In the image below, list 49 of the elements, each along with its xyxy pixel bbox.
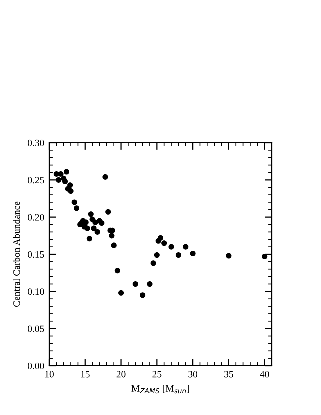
point	[64, 169, 70, 175]
point	[106, 209, 112, 215]
point	[72, 200, 78, 206]
point	[132, 281, 138, 288]
point	[62, 178, 68, 184]
point	[109, 233, 115, 239]
y-tick-label: 0.10	[28, 288, 44, 296]
point	[183, 244, 189, 250]
point	[162, 240, 168, 246]
point	[190, 250, 196, 257]
point	[84, 226, 90, 232]
point	[154, 252, 160, 258]
point	[147, 281, 153, 288]
point	[74, 206, 80, 212]
x-tick-label: 30	[188, 371, 198, 378]
x-tick-label: 35	[224, 371, 234, 378]
y-tick-label: 0.00	[28, 362, 44, 370]
point	[111, 242, 117, 248]
point	[102, 174, 108, 180]
point	[58, 171, 64, 177]
y-tick-label: 0.20	[28, 214, 44, 221]
x-axis-title: M$_{ZAMS}$ [M$_{sun}$]	[132, 385, 190, 394]
point	[150, 260, 156, 266]
point	[168, 244, 174, 250]
point	[68, 188, 74, 194]
point	[68, 182, 74, 188]
x-tick-label: 25	[152, 371, 162, 378]
point	[176, 252, 182, 258]
point	[118, 290, 124, 296]
point	[158, 235, 164, 241]
x-tick-label: 40	[260, 371, 270, 378]
y-axis-title: Central Carbon Abundance	[13, 202, 20, 308]
y-tick-label: 0.05	[28, 326, 44, 332]
point	[262, 254, 268, 260]
point	[99, 220, 105, 226]
x-tick-label: 10	[45, 371, 54, 378]
point	[140, 292, 146, 298]
point	[91, 226, 97, 232]
x-tick-label: 15	[81, 371, 90, 378]
point	[86, 236, 92, 242]
point	[226, 253, 232, 259]
point	[114, 268, 120, 274]
point	[56, 177, 62, 183]
point	[94, 229, 100, 235]
y-tick-label: 0.25	[28, 177, 44, 184]
x-tick-label: 20	[116, 371, 126, 378]
point	[88, 212, 94, 218]
y-tick-label: 0.30	[28, 140, 44, 147]
y-tick-label: 0.15	[28, 251, 44, 258]
